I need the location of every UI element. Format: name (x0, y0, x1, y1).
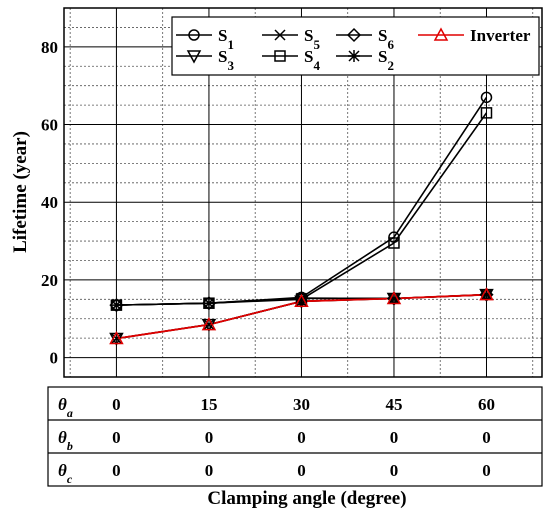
table-cell: 0 (205, 428, 214, 447)
data-point-s5 (110, 333, 122, 345)
table-cell: 0 (297, 461, 306, 480)
legend-label-inverter: Inverter (470, 26, 531, 45)
table-cell: 0 (112, 461, 121, 480)
data-point-s2 (387, 292, 400, 305)
data-point-inverter (386, 290, 402, 305)
data-point-s2 (480, 288, 493, 301)
legend-marker-s1 (188, 29, 200, 41)
table-cell: 30 (293, 395, 310, 414)
table-row-label: θb (58, 428, 73, 453)
data-point-s1 (388, 231, 400, 243)
legend-marker-s6 (346, 27, 362, 43)
data-point-inverter (201, 316, 217, 331)
legend-marker-s3 (186, 50, 202, 64)
table-cell: 0 (482, 461, 491, 480)
data-point-inverter (479, 287, 494, 301)
table-cell: 0 (297, 428, 306, 447)
table-cell: 0 (390, 461, 399, 480)
table-cell: 0 (482, 428, 491, 447)
y-tick-label: 60 (41, 116, 58, 135)
legend-marker-s2 (348, 50, 360, 62)
legend-marker-s5 (274, 29, 286, 41)
y-axis-label: Lifetime (year) (10, 131, 31, 253)
table-cell: 0 (205, 461, 214, 480)
data-point-s5 (203, 319, 215, 331)
angle-table: θa 0 15 30 45 60 θb 0 0 0 0 0 θc 0 0 0 0 0 (47, 386, 543, 487)
y-tick-label: 40 (41, 193, 58, 212)
data-point-s4 (480, 107, 493, 119)
table-frame (47, 386, 543, 487)
table-cell: 0 (112, 395, 121, 414)
data-point-s2 (110, 299, 123, 312)
y-tick-label: 20 (41, 271, 58, 290)
x-axis-label: Clamping angle (degree) (207, 488, 406, 509)
data-point-s2 (202, 297, 215, 310)
table-row-label: θa (58, 395, 73, 420)
data-point-s1 (480, 91, 493, 104)
table-cell: 0 (112, 428, 121, 447)
y-tick-label: 80 (41, 38, 58, 57)
y-tick-label: 0 (50, 349, 59, 368)
plot-frame (63, 7, 543, 378)
table-cell: 15 (200, 395, 217, 414)
legend-marker-s4 (274, 50, 286, 62)
data-point-s4 (388, 237, 400, 249)
table-cell: 0 (390, 428, 399, 447)
data-point-inverter (294, 293, 309, 308)
y-tick-labels: 0 20 40 60 80 (41, 38, 58, 368)
table-row-label: θc (58, 461, 73, 486)
table-cell: 45 (385, 395, 402, 414)
table-cell: 60 (478, 395, 495, 414)
data-point-s2 (295, 292, 308, 305)
series-markers (109, 91, 494, 347)
legend-box (171, 16, 540, 76)
legend-marker-inverter (433, 27, 449, 41)
data-point-inverter (109, 330, 124, 345)
